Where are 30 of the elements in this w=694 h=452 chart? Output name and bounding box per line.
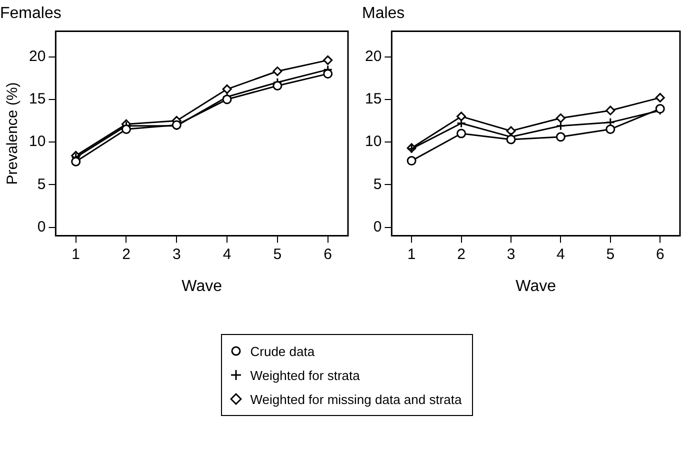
legend-label: Weighted for strata [250, 368, 360, 382]
y-tick-label: 10 [364, 133, 382, 150]
y-tick-label: 20 [364, 48, 382, 65]
x-tick-label: 2 [457, 246, 466, 263]
x-tick-label: 1 [72, 246, 80, 263]
x-tick-label: 6 [656, 246, 664, 263]
y-tick-label: 5 [37, 176, 46, 193]
x-axis-title: Wave [182, 278, 222, 295]
x-tick-label: 2 [122, 246, 130, 263]
y-tick-label: 5 [373, 176, 382, 193]
x-tick-label: 4 [222, 246, 232, 263]
y-tick-label: 0 [37, 218, 46, 236]
x-tick-label: 4 [556, 246, 565, 263]
x-tick-label: 5 [606, 246, 615, 263]
chart-title: Males [362, 5, 405, 22]
legend-label: Crude data [250, 344, 315, 358]
x-axis-title: Wave [516, 278, 556, 295]
x-tick-label: 3 [172, 246, 181, 263]
y-tick-label: 15 [28, 90, 46, 108]
y-axis-title: Prevalence (%) [4, 82, 22, 185]
y-tick-label: 20 [28, 48, 46, 65]
y-tick-label: 10 [28, 133, 46, 150]
legend-label: Weighted for missing data and strata [250, 392, 462, 406]
x-tick-label: 5 [273, 246, 282, 263]
x-tick-label: 3 [506, 246, 516, 263]
y-tick-label: 0 [373, 218, 382, 236]
chart-title: Females [0, 5, 62, 22]
y-tick-label: 15 [364, 90, 382, 108]
x-tick-label: 1 [407, 246, 416, 263]
x-tick-label: 6 [324, 246, 332, 263]
